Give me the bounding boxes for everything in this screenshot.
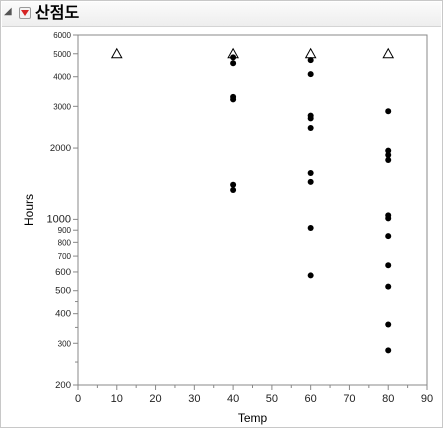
triangle-marker xyxy=(110,47,123,59)
x-tick-label: 10 xyxy=(111,393,123,405)
y-tick-label: 5000 xyxy=(53,50,71,59)
y-tick-label: 1000 xyxy=(47,213,71,225)
data-point xyxy=(307,71,314,78)
data-point xyxy=(230,60,237,67)
data-point xyxy=(385,147,392,154)
y-tick-label: 2000 xyxy=(50,143,71,154)
y-tick-label: 6000 xyxy=(53,31,71,40)
data-point xyxy=(385,233,392,240)
data-point xyxy=(385,347,392,354)
y-tick-label: 900 xyxy=(58,226,72,235)
plot-frame xyxy=(77,34,428,386)
y-tick-label: 4000 xyxy=(53,73,71,82)
y-tick-label: 400 xyxy=(55,309,71,320)
triangle-marker xyxy=(304,47,317,59)
data-point xyxy=(230,96,237,103)
x-tick-label: 40 xyxy=(227,393,239,405)
data-point xyxy=(307,224,314,231)
data-point xyxy=(307,115,314,122)
y-tick-label: 600 xyxy=(55,267,71,278)
data-point xyxy=(307,178,314,185)
x-axis: 0 10 20 30 40 50 60 70 80 90 xyxy=(75,385,433,405)
x-tick-label: 0 xyxy=(75,393,81,405)
data-point xyxy=(385,215,392,222)
y-tick-label: 3000 xyxy=(53,102,71,111)
data-point xyxy=(307,169,314,176)
x-tick-label: 50 xyxy=(266,393,278,405)
x-tick-label: 60 xyxy=(305,393,317,405)
report-title: 산점도 xyxy=(35,5,80,22)
red-triangle-menu-icon[interactable] xyxy=(19,7,31,19)
x-tick-label: 30 xyxy=(188,393,200,405)
outline-header: ◢ 산점도 xyxy=(2,2,441,27)
triangle-marker xyxy=(382,47,395,59)
y-tick-label: 800 xyxy=(58,238,72,247)
data-point xyxy=(307,125,314,132)
data-point xyxy=(307,57,314,64)
x-tick-label: 90 xyxy=(421,393,433,405)
data-point xyxy=(385,157,392,164)
data-point xyxy=(230,181,237,188)
data-point xyxy=(385,283,392,290)
disclosure-triangle-icon[interactable]: ◢ xyxy=(4,6,12,17)
data-points xyxy=(110,47,395,354)
data-point xyxy=(385,108,392,115)
x-axis-title: Temp xyxy=(238,411,268,425)
y-tick-label: 500 xyxy=(55,286,71,297)
x-tick-label: 20 xyxy=(149,393,161,405)
y-tick-label: 700 xyxy=(58,252,72,261)
data-point xyxy=(385,262,392,269)
x-tick-label: 70 xyxy=(343,393,355,405)
y-tick-label: 300 xyxy=(58,339,72,348)
x-tick-label: 80 xyxy=(382,393,394,405)
y-axis-title: Hours xyxy=(22,194,36,226)
data-point xyxy=(385,321,392,328)
data-point xyxy=(307,272,314,279)
data-point xyxy=(385,151,392,158)
y-tick-label: 200 xyxy=(55,380,71,391)
data-point xyxy=(230,187,237,194)
data-point xyxy=(230,54,237,61)
